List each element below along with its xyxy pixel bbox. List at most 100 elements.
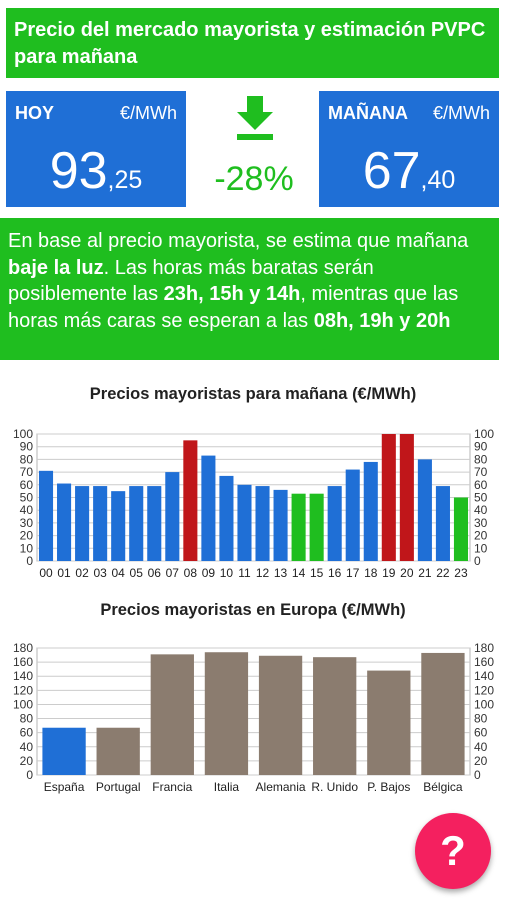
x-tick-label: 04	[112, 566, 126, 580]
y-tick-label-left: 60	[20, 726, 34, 740]
bar	[42, 727, 86, 775]
bar	[147, 486, 162, 561]
x-tick-label: Bélgica	[423, 780, 463, 794]
bar	[345, 469, 360, 561]
x-tick-label: 20	[400, 566, 414, 580]
x-tick-label: 03	[93, 566, 107, 580]
price-change: -28%	[214, 160, 294, 198]
y-tick-label-right: 70	[474, 465, 488, 479]
x-tick-label: 21	[418, 566, 432, 580]
x-tick-label: 00	[39, 566, 53, 580]
y-tick-label-right: 20	[474, 529, 488, 543]
y-tick-label-left: 100	[13, 697, 33, 711]
y-tick-label-right: 40	[474, 503, 488, 517]
x-tick-label: 09	[202, 566, 216, 580]
tomorrow-price: 67,40	[319, 143, 499, 208]
y-tick-label-right: 50	[474, 491, 488, 505]
y-tick-label-left: 70	[20, 465, 34, 479]
y-tick-label-left: 40	[20, 740, 34, 754]
bar	[435, 486, 450, 561]
y-tick-label-right: 10	[474, 541, 488, 555]
y-tick-label-left: 0	[26, 768, 33, 782]
y-tick-label-left: 90	[20, 440, 34, 454]
x-tick-label: 02	[75, 566, 89, 580]
x-tick-label: 05	[130, 566, 144, 580]
today-price-card: HOY €/MWh 93,25	[6, 91, 186, 207]
hourly-chart-title: Precios mayoristas para mañana (€/MWh)	[89, 385, 417, 403]
bar	[453, 497, 469, 561]
estimate-bold-1: baje la luz	[8, 256, 104, 279]
y-tick-label-left: 20	[20, 754, 34, 768]
bar	[38, 470, 54, 561]
bar	[367, 670, 411, 775]
y-tick-label-right: 80	[474, 712, 488, 726]
y-tick-label-left: 0	[26, 554, 33, 568]
bar	[255, 486, 270, 561]
x-tick-label: 08	[184, 566, 198, 580]
europe-chart-title: Precios mayoristas en Europa (€/MWh)	[100, 601, 406, 619]
x-tick-label: 18	[364, 566, 378, 580]
today-label: HOY	[15, 103, 55, 123]
x-tick-label: 13	[274, 566, 288, 580]
bar	[327, 486, 342, 561]
bar	[93, 486, 108, 561]
x-tick-label: Alemania	[256, 780, 306, 794]
y-tick-label-left: 30	[20, 516, 34, 530]
x-tick-label: 16	[328, 566, 342, 580]
x-tick-label: España	[44, 780, 85, 794]
x-tick-label: 01	[57, 566, 71, 580]
y-tick-label-right: 100	[474, 697, 494, 711]
y-tick-label-right: 90	[474, 440, 488, 454]
x-tick-label: 14	[292, 566, 306, 580]
y-tick-label-right: 20	[474, 754, 488, 768]
x-tick-label: 17	[346, 566, 360, 580]
bar	[204, 652, 249, 775]
estimate-text-3: , mientras que las horas más caras se es…	[8, 283, 459, 332]
bar	[381, 434, 396, 561]
download-arrow-icon	[237, 96, 273, 140]
bar	[111, 491, 126, 561]
estimate-text-1: En base al precio mayorista, se estima q…	[8, 230, 469, 252]
x-tick-label: 19	[382, 566, 396, 580]
bar	[150, 654, 194, 775]
y-tick-label-left: 120	[13, 683, 33, 697]
page-title: Precio del mercado mayorista y estimació…	[6, 8, 499, 78]
bar	[291, 493, 306, 561]
bar	[75, 486, 90, 561]
y-tick-label-left: 40	[20, 503, 34, 517]
y-tick-label-right: 60	[474, 726, 488, 740]
bar	[309, 493, 324, 561]
x-tick-label: Portugal	[96, 780, 141, 794]
y-tick-label-right: 180	[474, 641, 494, 655]
y-tick-label-right: 80	[474, 452, 488, 466]
y-tick-label-right: 40	[474, 740, 488, 754]
tomorrow-price-card: MAÑANA €/MWh 67,40	[319, 91, 499, 207]
y-tick-label-left: 20	[20, 529, 34, 543]
bar	[417, 459, 432, 561]
bar	[129, 486, 144, 561]
x-tick-label: 10	[220, 566, 234, 580]
y-tick-label-right: 100	[474, 427, 494, 441]
x-tick-label: 07	[166, 566, 180, 580]
bar	[258, 655, 303, 775]
y-tick-label-left: 50	[20, 491, 34, 505]
y-tick-label-right: 140	[474, 669, 494, 683]
estimate-text-2: . Las horas más baratas serán posiblemen…	[8, 256, 374, 306]
estimate-text: En base al precio mayorista, se estima q…	[0, 218, 499, 360]
x-tick-label: R. Unido	[311, 780, 358, 794]
bar	[201, 455, 216, 561]
x-tick-label: P. Bajos	[367, 780, 410, 794]
bar	[399, 434, 414, 561]
bar	[57, 483, 72, 561]
y-tick-label-left: 100	[13, 427, 33, 441]
today-price-dec: ,25	[107, 166, 143, 194]
bar	[237, 484, 252, 561]
bar	[183, 440, 198, 561]
help-button[interactable]: ?	[415, 813, 491, 889]
bar	[165, 472, 180, 561]
tomorrow-label: MAÑANA	[328, 103, 408, 123]
tomorrow-unit: €/MWh	[432, 103, 490, 123]
bar	[96, 727, 140, 775]
